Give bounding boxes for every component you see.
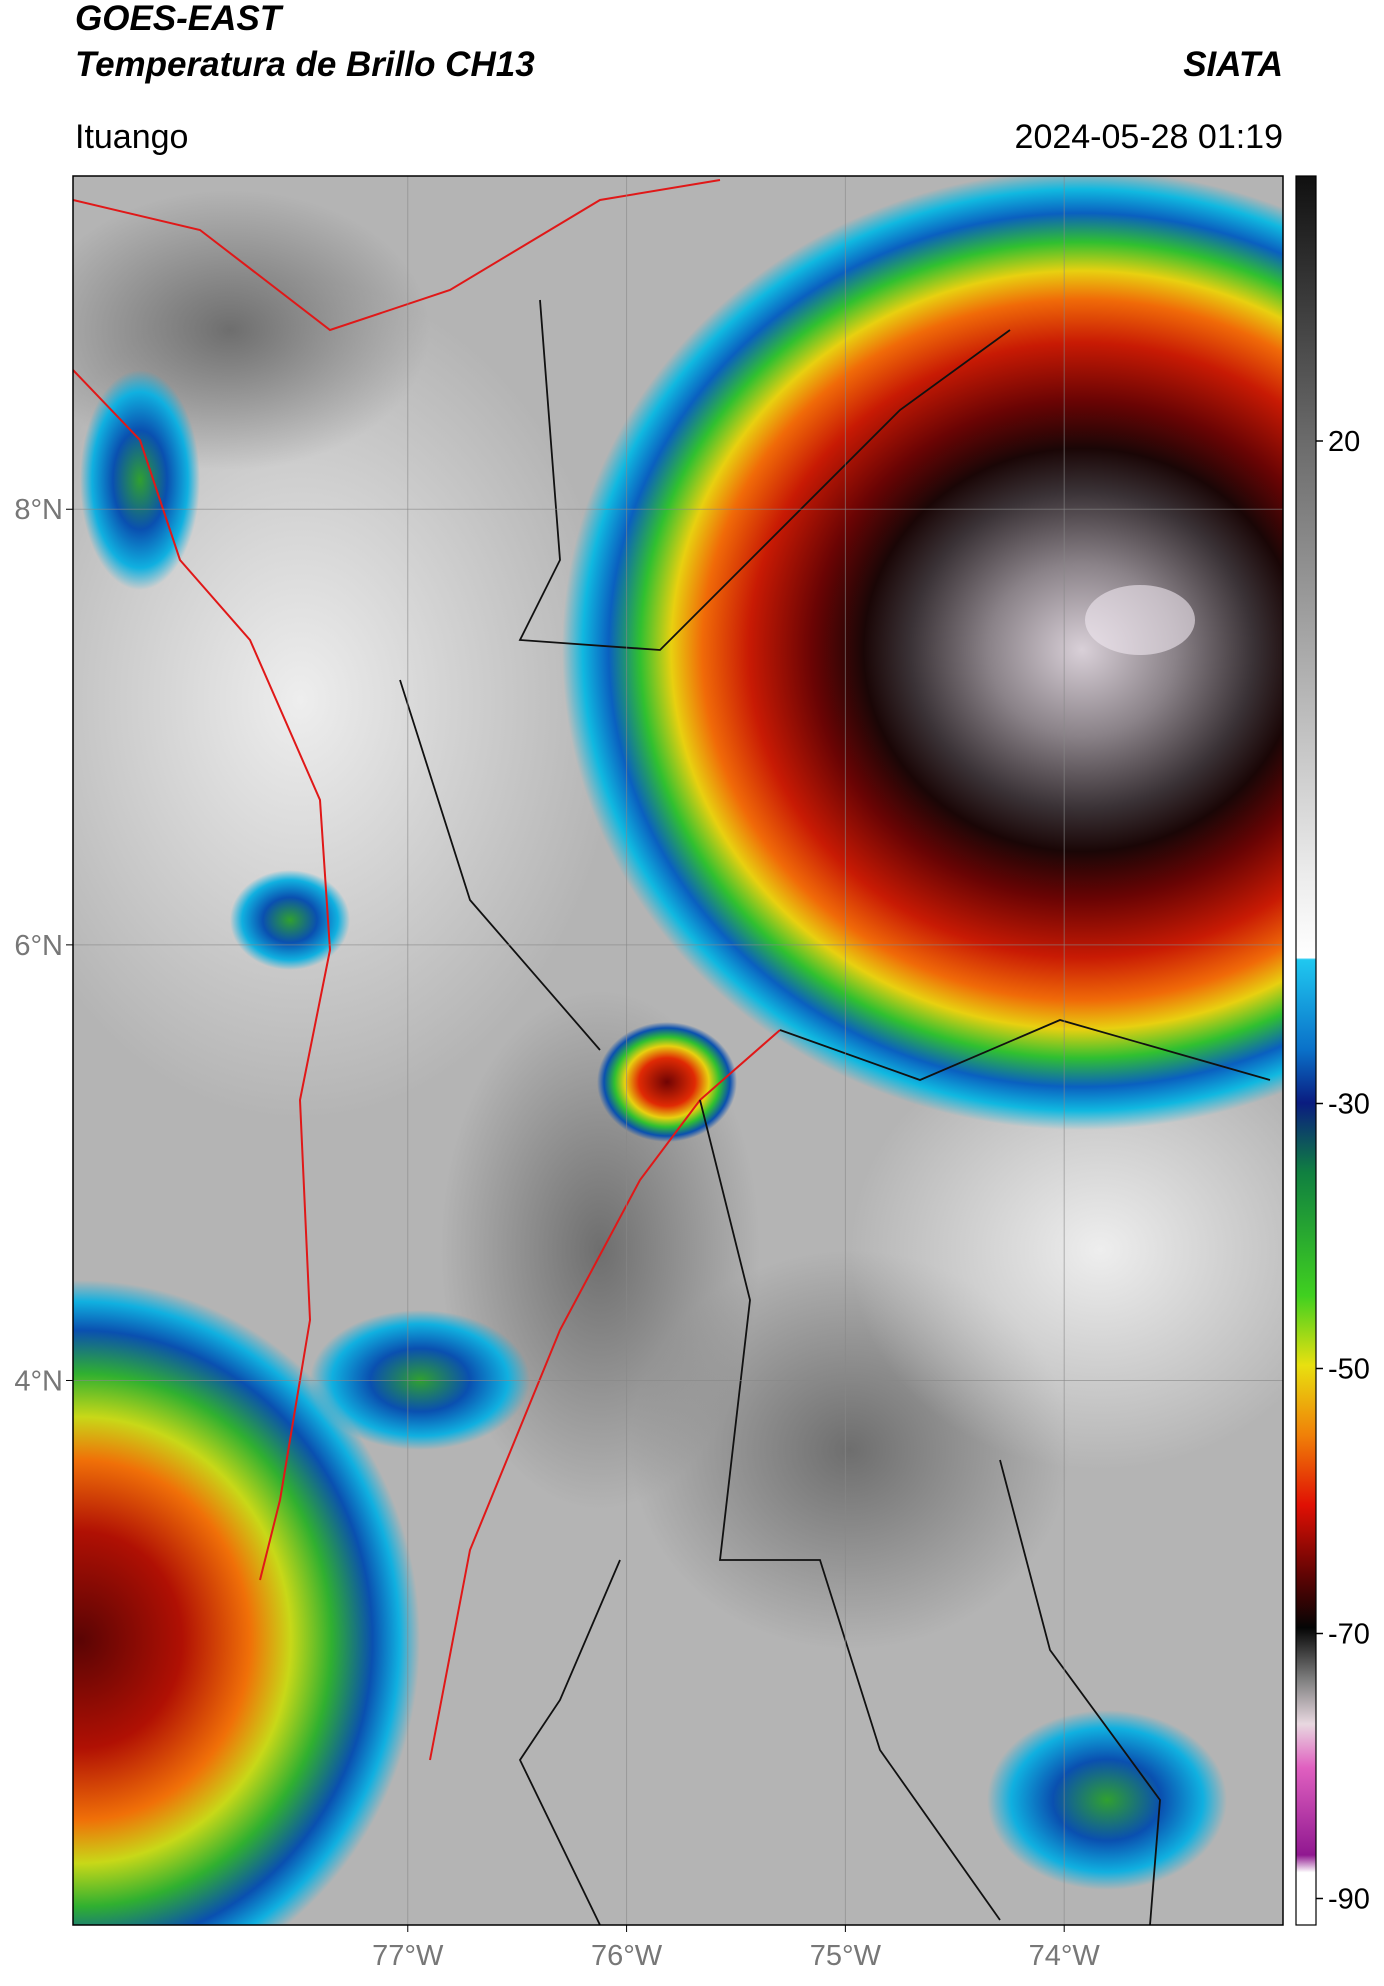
- colorbar-tick-label: -70: [1328, 1619, 1370, 1651]
- satellite-image: [73, 176, 1283, 1925]
- title-line2: Temperatura de Brillo CH13: [75, 45, 535, 84]
- colorbar-tick-label: -30: [1328, 1089, 1370, 1121]
- y-tick-label: 4°N: [14, 1365, 63, 1397]
- x-tick-label: 77°W: [372, 1940, 444, 1972]
- brand: SIATA: [1183, 45, 1283, 84]
- x-tick-label: 76°W: [591, 1940, 663, 1972]
- title-line1: GOES-EAST: [75, 0, 284, 38]
- colorbar-tick-label: 20: [1328, 426, 1360, 458]
- y-tick-label: 8°N: [14, 494, 63, 526]
- map-frame: [72, 175, 1284, 1926]
- x-tick-label: 75°W: [810, 1940, 882, 1972]
- datetime: 2024-05-28 01:19: [1015, 118, 1283, 156]
- location: Ituango: [75, 118, 188, 156]
- colorbar-tick-label: -90: [1328, 1884, 1370, 1916]
- x-tick-label: 74°W: [1029, 1940, 1101, 1972]
- colorbar-tick-label: -50: [1328, 1354, 1370, 1386]
- y-tick-label: 6°N: [14, 930, 63, 962]
- colorbar: [1295, 175, 1317, 1926]
